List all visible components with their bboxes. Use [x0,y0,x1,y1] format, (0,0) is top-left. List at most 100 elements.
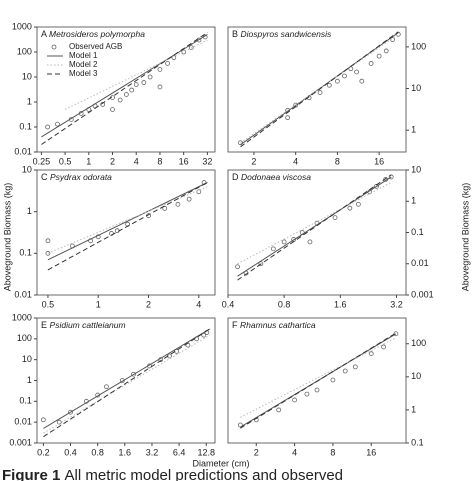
x-tick-label: 0.4 [222,299,235,309]
panel-species: Psidium cattleianum [50,320,126,330]
x-tick-label: 2 [251,156,256,166]
plot-frame [227,26,407,153]
x-tick-label: 4 [292,447,297,457]
observed-point [147,74,153,80]
x-tick-label: 0.8 [91,447,104,457]
panel-letter: D [232,172,239,182]
y-tick-label: 1000 [12,21,32,31]
panel-letter: F [232,320,238,330]
x-tick-label: 3.2 [390,299,403,309]
y-tick-label: 1 [411,404,416,414]
observed-point [352,364,358,370]
observed-point [314,387,320,393]
x-tick-label: 1.6 [119,447,132,457]
model-line [240,33,399,144]
x-tick-label: 2 [146,299,151,309]
panel-title: F Rhamnus cathartica [232,320,316,330]
panel-letter: E [41,320,47,330]
x-tick-label: 8 [157,156,162,166]
observed-point [104,384,109,390]
x-axis-label: Diameter (cm) [192,458,249,468]
y-tick-label: 0.01 [14,289,32,299]
x-tick-label: 4 [196,299,201,309]
panel-letter: A [41,29,47,39]
y-tick-label: 10 [411,371,421,381]
y-tick-label: 10 [22,164,32,174]
observed-point [292,397,297,403]
model-line [237,174,392,281]
y-tick-label: 10 [22,354,32,364]
x-tick-label: 2 [254,447,259,457]
y-tick-label: 1000 [12,312,32,322]
x-tick-label: 1 [86,156,91,166]
observed-point [285,115,291,121]
y-tick-label: 100 [17,46,32,56]
observed-point [186,196,192,202]
panel-title: D Dodonaea viscosa [232,172,311,182]
model-line [47,182,208,271]
observed-point [276,407,282,413]
y-tick-label: 1 [411,125,416,135]
y-axis-label: Aboveground Biomass (kg) [460,183,470,292]
y-tick-label: 100 [411,41,426,51]
x-tick-label: 12.8 [197,447,215,457]
panel-letter: C [41,172,48,182]
y-tick-label: 0.1 [411,437,424,447]
model-line [240,337,397,418]
observed-point [45,124,51,130]
observed-point [55,121,60,127]
observed-point [131,371,136,377]
plot-frame [36,317,216,444]
plot-frame [36,169,216,296]
y-tick-label: 1 [27,375,32,385]
x-tick-label: 0.2 [37,447,50,457]
observed-point [332,215,338,220]
y-tick-label: 0.1 [19,248,32,258]
caption: Figure 1 All metric model predictions an… [2,467,343,481]
y-tick-label: 0.01 [14,417,32,427]
observed-point [359,78,365,84]
observed-point [117,97,123,103]
observed-point [201,332,207,338]
legend-label: Model 2 [69,60,98,69]
y-axis-label: Aboveground Biomass (kg) [2,183,12,292]
observed-point [175,201,181,207]
observed-point [342,368,348,374]
model-line [43,328,211,429]
observed-point [270,246,276,252]
x-tick-label: 8 [335,156,340,166]
y-tick-label: 0.1 [19,121,32,131]
x-tick-label: 8 [330,447,335,457]
legend-symbol [51,44,57,50]
x-tick-label: 0.8 [278,299,291,309]
panel-species: Diospyros sandwicensis [241,29,332,39]
panel-title: E Psidium cattleianum [41,320,126,330]
observed-point [100,102,106,107]
x-tick-label: 32 [202,156,212,166]
y-tick-label: 10 [411,83,421,93]
panel-species: Metrosideros polymorpha [49,29,145,39]
y-tick-label: 100 [411,338,426,348]
y-tick-label: 0.1 [19,396,32,406]
plot-frame [227,317,407,444]
observed-point [330,377,336,383]
panel-title: A Metrosideros polymorpha [41,29,145,39]
x-tick-label: 0.5 [59,156,72,166]
y-tick-label: 0.001 [411,289,434,299]
observed-point [368,61,374,66]
x-tick-label: 1.6 [334,299,347,309]
x-tick-label: 0.25 [33,156,51,166]
legend-label: Model 1 [69,51,98,60]
observed-point [196,189,202,195]
observed-point [281,239,287,245]
observed-point [258,261,264,267]
x-tick-label: 0.4 [64,447,77,457]
observed-point [45,250,51,256]
y-tick-label: 0.01 [14,146,32,156]
panel-species: Dodonaea viscosa [241,172,311,182]
observed-point [334,78,340,84]
x-tick-label: 2 [110,156,115,166]
model-line [41,34,208,138]
observed-point [141,80,147,85]
model-line [47,182,208,261]
